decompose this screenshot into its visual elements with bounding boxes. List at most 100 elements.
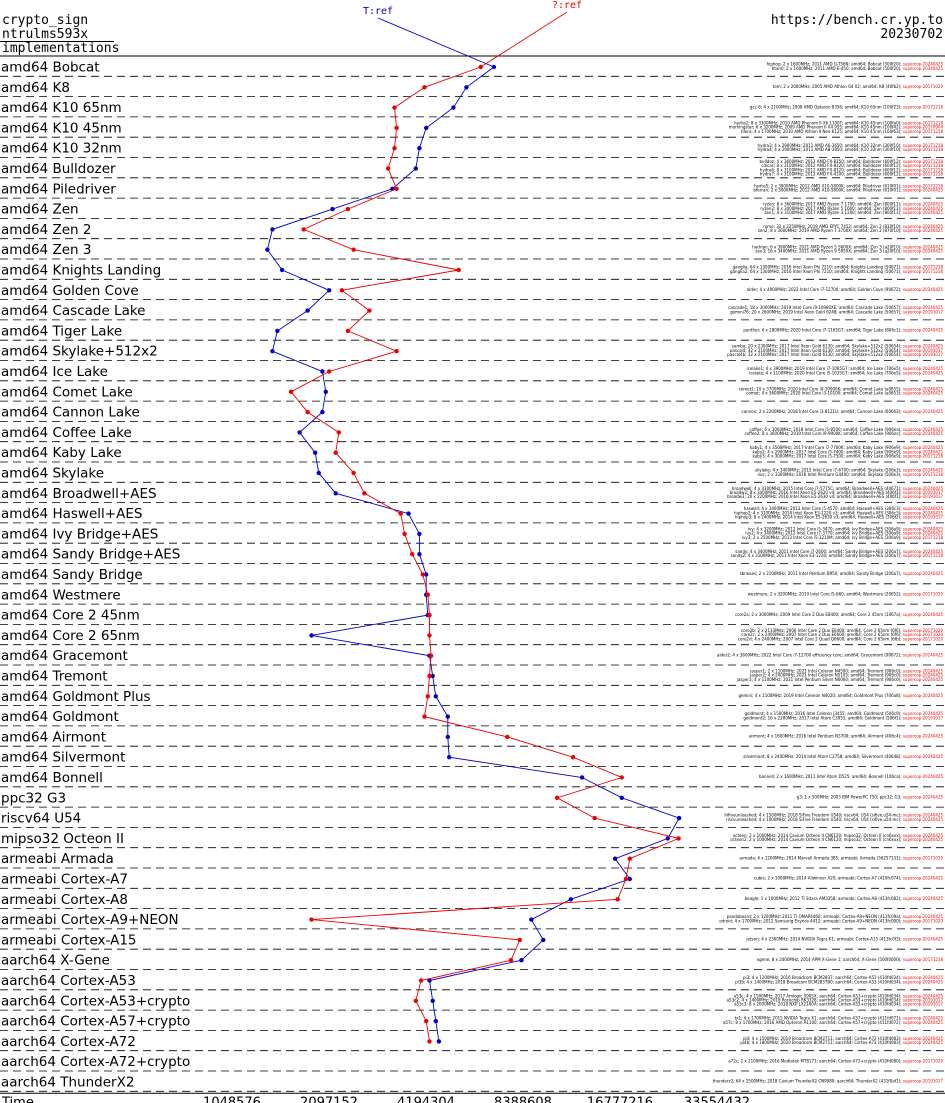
- machine-line[interactable]: bulldoz; 4 x 3600MHz; 2012 AMD FX-8150; …: [760, 159, 944, 164]
- machine-line[interactable]: panther; 4 x 2800MHz; 2020 Intel Core i7…: [743, 328, 943, 333]
- machine-line[interactable]: ryzen; 8 x 3600MHz; 2017 AMD Ryzen 7 170…: [763, 202, 944, 207]
- machine-line[interactable]: octeon2; 2 x 1000MHz; 2014 Cavium Octeon…: [730, 837, 943, 842]
- machine-line[interactable]: comet; 4 x 3600MHz; 2020 Intel Core i3-1…: [746, 391, 943, 396]
- cpu-label[interactable]: amd64 Zen: [1, 202, 79, 218]
- machine-line[interactable]: ryzen2; 8 x 3400MHz; 2017 AMD Ryzen 5 16…: [760, 206, 943, 211]
- cpu-label[interactable]: amd64 Skylake: [1, 466, 104, 482]
- cpu-label[interactable]: aarch64 Cortex-A57+crypto: [1, 1014, 190, 1030]
- machine-line[interactable]: thunderx2; 64 x 2500MHz; 2018 Cavium Thu…: [713, 1079, 944, 1084]
- machine-line[interactable]: kaby1; 4 x 3500MHz; 2017 Intel Core i7-7…: [750, 445, 944, 450]
- machine-line[interactable]: hydra7; 4 x 3100MHz; 2012 AMD FX-4100; a…: [760, 171, 944, 176]
- machine-line[interactable]: pandaboard; 2 x 1200MHz; 2011 TI OMAP446…: [727, 914, 944, 919]
- machine-line[interactable]: hiphop; 2 x 1600MHz; 2011 AMD G-T56N; am…: [767, 62, 944, 67]
- machine-line[interactable]: cubie; 2 x 1000MHz; 2014 Allwinner A20; …: [754, 876, 943, 881]
- machine-line[interactable]: pi4; 4 x 1500MHz; 2019 Broadcom BCM2711;…: [743, 1036, 943, 1041]
- cpu-label[interactable]: aarch64 Cortex-A53: [1, 973, 136, 989]
- machine-line[interactable]: octeon; 2 x 1000MHz; 2014 Cavium Octeon …: [733, 833, 944, 838]
- machine-line[interactable]: broadw3; 20 x 2200MHz; 2016 Intel Xeon E…: [727, 494, 943, 499]
- machine-line[interactable]: zen1; 4 x 3100MHz; 2017 AMD Ryzen 3 1200…: [764, 210, 943, 215]
- machine-line[interactable]: a53c2; 4 x 1400MHz; 2018 Rockchip RK3328…: [727, 997, 944, 1002]
- machine-line[interactable]: haswell; 4 x 3400MHz; 2013 Intel Core i5…: [744, 506, 944, 511]
- machine-line[interactable]: coffee2; 8 x 3600MHz; 2019 Intel Core i9…: [744, 431, 943, 436]
- machine-line[interactable]: skylake; 4 x 3400MHz; 2015 Intel Core i7…: [755, 468, 943, 473]
- machine-line[interactable]: ivy2; 4 x 3400MHz; 2012 Intel Core i7-37…: [745, 531, 943, 536]
- machine-line[interactable]: a53c; 4 x 1500MHz; 2017 Amlogic S905X; a…: [734, 993, 944, 998]
- machine-line[interactable]: airmont; 4 x 1600MHz; 2016 Intel Pentium…: [749, 734, 944, 739]
- machine-line[interactable]: silvermont; 8 x 2400MHz; 2014 Intel Atom…: [743, 754, 943, 759]
- cpu-label[interactable]: amd64 Bonnell: [1, 770, 103, 786]
- cpu-label[interactable]: amd64 Tiger Lake: [1, 323, 122, 339]
- machine-line[interactable]: alder; 4 x 4900MHz; 2022 Intel Core i7-1…: [747, 287, 944, 292]
- machine-line[interactable]: gemini; 4 x 1100MHz; 2019 Intel Celeron …: [738, 693, 943, 698]
- machine-line[interactable]: pi4b; 4 x 1800MHz; 2020 Broadcom BCM2711…: [740, 1040, 943, 1045]
- cpu-label[interactable]: aarch64 Cortex-A72+crypto: [1, 1054, 190, 1070]
- cpu-label[interactable]: amd64 Ivy Bridge+AES: [1, 526, 158, 542]
- cpu-label[interactable]: amd64 Core 2 65nm: [1, 628, 140, 644]
- cpu-label[interactable]: amd64 Zen 3: [1, 242, 91, 258]
- machine-line[interactable]: goldmont2; 16 x 2200MHz; 2017 Intel Atom…: [743, 715, 943, 720]
- machine-line[interactable]: tx1; 4 x 1700MHz; 2015 NVIDIA Tegra X1; …: [735, 1016, 944, 1021]
- machine-line[interactable]: bferrari; 2 x 3000MHz; 2012 AMD A10-5800…: [753, 188, 943, 193]
- machine-line[interactable]: core2b; 2 x 2133MHz; 2006 Intel Core 2 D…: [741, 628, 943, 633]
- cpu-label[interactable]: amd64 K10 45nm: [1, 120, 122, 136]
- machine-line[interactable]: cannon; 2 x 2200MHz; 2018 Intel Core i3-…: [742, 409, 944, 414]
- machine-line[interactable]: cdicas; 8 x 3100MHz; 2012 AMD FX-8120; a…: [761, 163, 943, 168]
- machine-line[interactable]: tom; 2 x 2000MHz; 2005 AMD Athlon 64 X2;…: [773, 84, 944, 89]
- machine-line[interactable]: a53c3; 8 x 2000MHz; 2018 NXP LX2160A; aa…: [734, 1002, 943, 1007]
- cpu-label[interactable]: amd64 Airmont: [1, 729, 106, 745]
- machine-line[interactable]: ivy3; 2 x 2500MHz; 2013 Intel Core i5-32…: [742, 535, 944, 540]
- cpu-label[interactable]: amd64 Sandy Bridge+AES: [1, 547, 180, 563]
- machine-line[interactable]: zen2; 8 x 3600MHz; 2019 AMD Ryzen 7 3700…: [758, 228, 944, 233]
- cpu-label[interactable]: aarch64 Cortex-A53+crypto: [1, 993, 190, 1009]
- cpu-label[interactable]: aarch64 X-Gene: [1, 953, 110, 969]
- machine-line[interactable]: broadw2; 8 x 3400MHz; 2016 Intel Xeon E5…: [730, 490, 944, 495]
- machine-line[interactable]: sandy; 4 x 3400MHz; 2011 Intel Core i7-2…: [735, 549, 943, 554]
- cpu-label[interactable]: amd64 Kaby Lake: [1, 445, 122, 461]
- cpu-label[interactable]: amd64 Coffee Lake: [1, 425, 132, 441]
- machine-line[interactable]: westmere; 2 x 3200MHz; 2010 Intel Core i…: [748, 591, 944, 596]
- machine-line[interactable]: sandy2; 4 x 3100MHz; 2011 Intel Xeon E3-…: [731, 553, 944, 558]
- machine-line[interactable]: jasper1; 2 x 1100MHz; 2021 Intel Celeron…: [749, 668, 943, 673]
- machine-line[interactable]: g3; 1 x 500MHz; 2003 IBM PowerPC 750; pp…: [797, 794, 944, 799]
- machine-line[interactable]: broadwell; 4 x 3300MHz; 2015 Intel Core …: [732, 486, 944, 491]
- cpu-label[interactable]: amd64 Silvermont: [1, 750, 125, 766]
- machine-line[interactable]: hydra5; 2 x 3900MHz; 2012 AMD A10-5800K;…: [754, 183, 943, 188]
- machine-line[interactable]: xgene; 8 x 2400MHz; 2014 APM X-Gene 1; a…: [757, 957, 944, 962]
- machine-line[interactable]: titan0; 2 x 1600MHz; 2011 AMD E-450; amd…: [772, 66, 944, 71]
- implementations-link[interactable]: implementations: [2, 41, 120, 56]
- machine-line[interactable]: armada; 4 x 1200MHz; 2014 Marvell Armada…: [739, 855, 943, 860]
- cpu-label[interactable]: amd64 Gracemont: [1, 648, 128, 664]
- machine-line[interactable]: hadrian; 6 x 3900MHz; 2021 AMD Ryzen 5 5…: [752, 244, 943, 249]
- cpu-label[interactable]: armeabi Armada: [1, 851, 114, 867]
- cpu-label[interactable]: amd64 Core 2 45nm: [1, 608, 140, 624]
- machine-line[interactable]: comet1; 10 x 3700MHz; 2020 Intel Core i9…: [739, 386, 944, 391]
- machine-line[interactable]: a57c; 8 x 1700MHz; 2016 AMD Opteron A110…: [723, 1020, 943, 1025]
- machine-line[interactable]: beagle; 1 x 1000MHz; 2012 TI Sitara AM33…: [745, 896, 944, 901]
- cpu-label[interactable]: amd64 K10 32nm: [1, 141, 122, 157]
- cpu-label[interactable]: amd64 Cannon Lake: [1, 405, 140, 421]
- cpu-label[interactable]: ppc32 G3: [1, 790, 66, 806]
- machine-line[interactable]: kaby3; 4 x 3000MHz; 2017 Intel Core i5-7…: [752, 454, 943, 459]
- machine-line[interactable]: icelake1; 4 x 3900MHz; 2019 Intel Core i…: [747, 366, 944, 371]
- cpu-label[interactable]: mipso32 Octeon II: [1, 831, 124, 847]
- machine-line[interactable]: hydra4; 4 x 2900MHz; 2011 AMD A8-3850; a…: [758, 147, 944, 152]
- cpu-label[interactable]: armeabi Cortex-A7: [1, 872, 128, 888]
- machine-line[interactable]: hydra3; 4 x 2900MHz; 2011 AMD A6-3650; a…: [758, 143, 944, 148]
- machine-line[interactable]: tilera; 4 x 1700MHz; 2010 AMD Athlon II …: [741, 129, 943, 134]
- machine-line[interactable]: coffee; 6 x 3000MHz; 2018 Intel Core i5-…: [749, 427, 943, 432]
- machine-line[interactable]: pascal4; 32 x 2100MHz; 2017 Intel Xeon G…: [730, 348, 944, 353]
- machine-line[interactable]: jetson; 4 x 2300MHz; 2014 NVIDIA Tegra K…: [745, 937, 943, 942]
- cpu-label[interactable]: aarch64 ThunderX2: [1, 1075, 134, 1091]
- cpu-label[interactable]: amd64 Knights Landing: [1, 263, 161, 279]
- machine-line[interactable]: jasper2; 4 x 2000MHz; 2021 Intel Celeron…: [749, 673, 943, 678]
- machine-line[interactable]: nuc; 2 x 3300MHz; 2016 Intel Pentium G44…: [757, 472, 943, 477]
- cpu-label[interactable]: amd64 Skylake+512x2: [1, 344, 158, 360]
- machine-line[interactable]: ganglia; 64 x 1300MHz; 2016 Intel Xeon P…: [733, 265, 944, 270]
- machine-line[interactable]: pi3; 4 x 1200MHz; 2016 Broadcom BCM2837;…: [743, 975, 943, 980]
- machine-line[interactable]: morningstar; 6 x 3200MHz; 2009 AMD Pheno…: [729, 125, 944, 130]
- machine-line[interactable]: zen3; 16 x 3400MHz; 2021 AMD Ryzen 9 595…: [755, 248, 943, 253]
- machine-line[interactable]: a72c; 2 x 2100MHz; 2016 Mediatek MT8173;…: [728, 1058, 943, 1063]
- cpu-label[interactable]: amd64 Haswell+AES: [1, 506, 142, 522]
- cpu-label[interactable]: armeabi Cortex-A8: [1, 892, 128, 908]
- cpu-label[interactable]: aarch64 Cortex-A72: [1, 1034, 136, 1050]
